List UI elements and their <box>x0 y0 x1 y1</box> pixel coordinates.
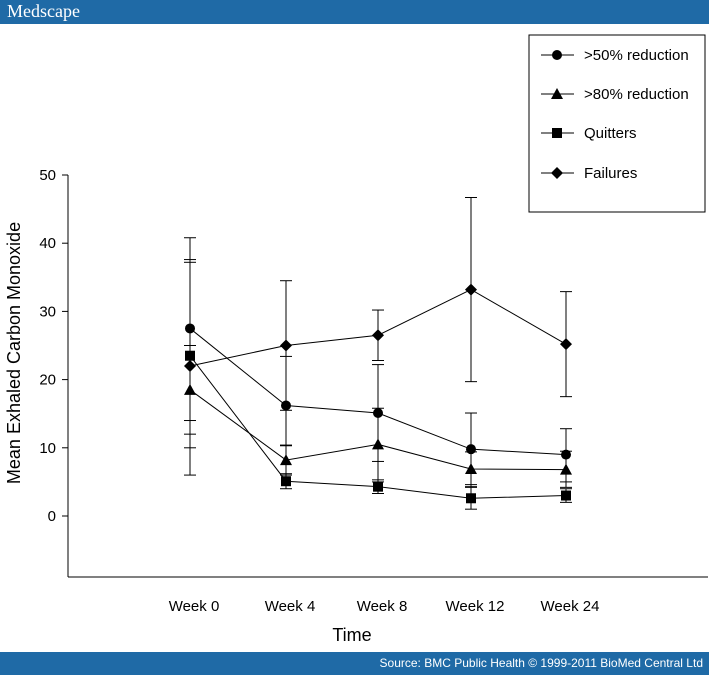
legend-box <box>528 34 706 213</box>
y-tick-label: 20 <box>39 372 56 389</box>
footer-bar: Source: BMC Public Health © 1999-2011 Bi… <box>0 652 709 675</box>
x-tick-label: Week 4 <box>265 598 316 615</box>
data-point-triangle <box>465 462 477 474</box>
x-tick-label: Week 8 <box>357 598 408 615</box>
legend-marker-triangle <box>551 88 563 99</box>
legend-label-diamond: Failures <box>584 165 637 182</box>
data-point-diamond <box>372 329 384 342</box>
data-point-square <box>466 493 476 504</box>
data-point-triangle <box>560 463 572 475</box>
data-point-square <box>281 476 291 487</box>
x-tick-label: Week 0 <box>169 598 220 615</box>
x-tick-label: Week 12 <box>446 598 505 615</box>
data-point-diamond <box>184 359 196 372</box>
data-point-square <box>561 490 571 501</box>
chart: 0 10 20 30 40 50 Week 0 Week 4 Week 8 Week 12 Week… <box>4 34 708 645</box>
y-tick-label: 40 <box>39 235 56 252</box>
x-tick-label: Week 24 <box>541 598 600 615</box>
legend-label-circle: >50% reduction <box>584 47 689 64</box>
y-axis-title: Mean Exhaled Carbon Monoxide <box>4 222 24 484</box>
legend-label-triangle: >80% reduction <box>584 86 689 103</box>
legend-marker-circle <box>552 50 562 60</box>
data-point-diamond <box>465 283 477 296</box>
y-tick-label: 50 <box>39 167 56 184</box>
x-axis-title: Time <box>332 625 371 645</box>
y-tick-label: 10 <box>39 440 56 457</box>
data-point-diamond <box>560 338 572 351</box>
y-tick-label: 0 <box>48 508 56 525</box>
legend-marker-diamond <box>551 167 563 179</box>
header-bar: Medscape <box>0 0 709 24</box>
data-point-square <box>373 481 383 492</box>
legend-marker-square <box>552 128 562 138</box>
data-point-triangle <box>372 438 384 450</box>
source-credit: Source: BMC Public Health © 1999-2011 Bi… <box>379 656 703 670</box>
data-point-triangle <box>280 454 292 466</box>
legend-label-square: Quitters <box>584 125 637 142</box>
data-point-diamond <box>280 339 292 352</box>
brand-logo: Medscape <box>7 1 80 21</box>
y-tick-label: 30 <box>39 303 56 320</box>
